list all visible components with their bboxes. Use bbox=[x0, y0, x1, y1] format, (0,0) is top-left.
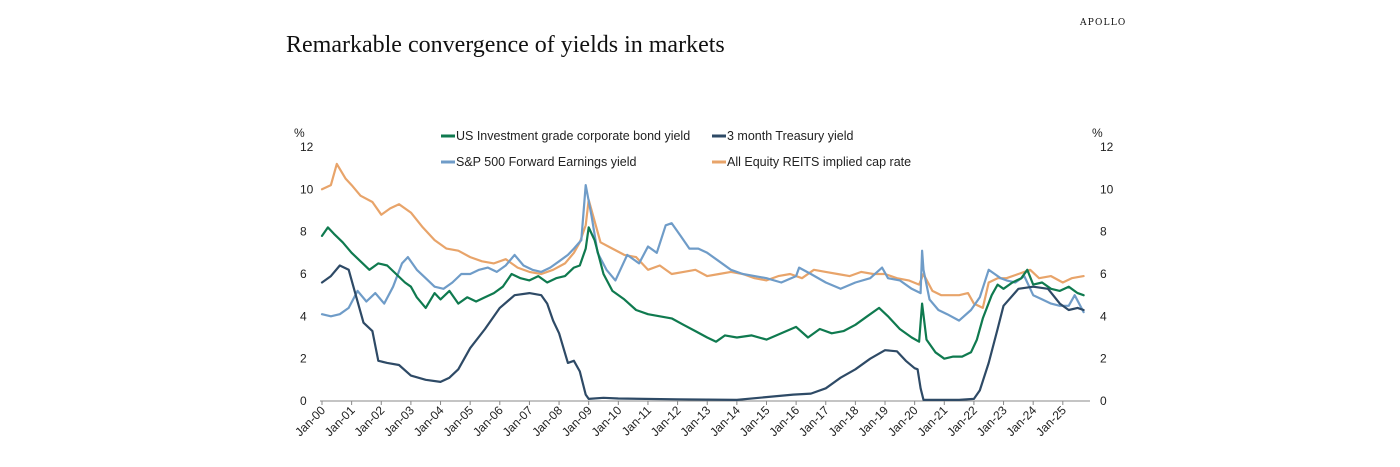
x-tick-label: Jan-09 bbox=[559, 403, 595, 439]
x-tick-label: Jan-17 bbox=[796, 403, 832, 439]
y-tick-label-left: 10 bbox=[300, 182, 314, 196]
x-tick-label: Jan-10 bbox=[589, 403, 625, 439]
y-tick-label-right: 6 bbox=[1100, 267, 1107, 281]
x-tick-label: Jan-08 bbox=[529, 403, 565, 439]
x-tick-label: Jan-23 bbox=[974, 403, 1010, 439]
x-tick-label: Jan-25 bbox=[1033, 403, 1069, 439]
y-tick-label-right: 8 bbox=[1100, 225, 1107, 239]
x-tick-label: Jan-16 bbox=[766, 403, 802, 439]
x-tick-label: Jan-01 bbox=[322, 403, 358, 439]
chart-legend: US Investment grade corporate bond yield… bbox=[441, 129, 911, 169]
y-axis-unit-left: % bbox=[294, 126, 305, 140]
legend-label-ig: US Investment grade corporate bond yield bbox=[456, 129, 690, 143]
series-line-tbill bbox=[320, 264, 1085, 401]
series-line-spx bbox=[320, 184, 1085, 322]
x-tick-label: Jan-00 bbox=[292, 403, 328, 439]
x-tick-label: Jan-05 bbox=[440, 403, 476, 439]
x-tick-label: Jan-06 bbox=[470, 403, 506, 439]
y-tick-label-right: 12 bbox=[1100, 140, 1114, 154]
chart-series bbox=[320, 162, 1085, 401]
series-line-reit bbox=[320, 162, 1085, 309]
brand-logo: APOLLO bbox=[1080, 18, 1127, 28]
x-tick-label: Jan-24 bbox=[1003, 403, 1039, 439]
y-tick-label-right: 10 bbox=[1100, 182, 1114, 196]
x-tick-label: Jan-07 bbox=[500, 403, 536, 439]
x-tick-label: Jan-19 bbox=[855, 403, 891, 439]
x-tick-label: Jan-03 bbox=[381, 403, 417, 439]
x-tick-label: Jan-20 bbox=[885, 403, 921, 439]
y-tick-label-left: 2 bbox=[300, 352, 307, 366]
y-tick-label-left: 6 bbox=[300, 267, 307, 281]
x-tick-label: Jan-12 bbox=[648, 403, 684, 439]
x-tick-label: Jan-04 bbox=[411, 403, 447, 439]
x-tick-label: Jan-11 bbox=[619, 403, 654, 438]
y-tick-label-left: 4 bbox=[300, 309, 307, 323]
x-tick-label: Jan-13 bbox=[677, 403, 713, 439]
legend-label-tbill: 3 month Treasury yield bbox=[727, 129, 853, 143]
y-tick-label-left: 0 bbox=[300, 394, 307, 408]
x-tick-label: Jan-15 bbox=[737, 403, 773, 439]
legend-label-reit: All Equity REITS implied cap rate bbox=[727, 155, 911, 169]
x-tick-label: Jan-14 bbox=[707, 403, 743, 439]
x-tick-label: Jan-18 bbox=[826, 403, 862, 439]
page-title: Remarkable convergence of yields in mark… bbox=[286, 32, 725, 58]
legend-label-spx: S&P 500 Forward Earnings yield bbox=[456, 155, 636, 169]
x-tick-label: Jan-22 bbox=[944, 403, 980, 439]
y-tick-label-right: 4 bbox=[1100, 309, 1107, 323]
y-tick-label-left: 8 bbox=[300, 225, 307, 239]
x-tick-label: Jan-02 bbox=[352, 403, 388, 439]
y-tick-label-right: 2 bbox=[1100, 352, 1107, 366]
y-tick-label-left: 12 bbox=[300, 140, 314, 154]
series-line-ig bbox=[320, 226, 1085, 360]
x-tick-label: Jan-21 bbox=[915, 403, 951, 439]
y-tick-label-right: 0 bbox=[1100, 394, 1107, 408]
y-axis-unit-right: % bbox=[1092, 126, 1103, 140]
